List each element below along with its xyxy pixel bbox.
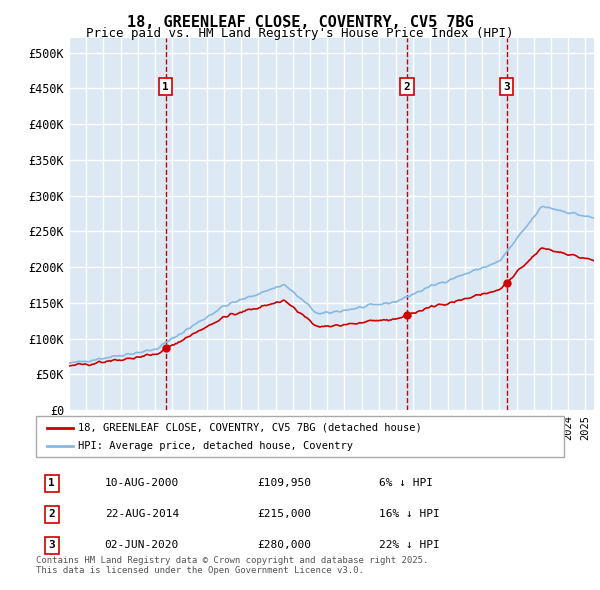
Text: Price paid vs. HM Land Registry's House Price Index (HPI): Price paid vs. HM Land Registry's House … — [86, 27, 514, 40]
Text: 1: 1 — [162, 81, 169, 91]
Text: £109,950: £109,950 — [258, 478, 312, 489]
Text: 1: 1 — [49, 478, 55, 489]
Text: 22-AUG-2014: 22-AUG-2014 — [104, 509, 179, 519]
Text: 10-AUG-2000: 10-AUG-2000 — [104, 478, 179, 489]
Text: 22% ↓ HPI: 22% ↓ HPI — [379, 540, 440, 550]
Text: 2: 2 — [404, 81, 410, 91]
Text: 16% ↓ HPI: 16% ↓ HPI — [379, 509, 440, 519]
FancyBboxPatch shape — [36, 416, 564, 457]
Text: £215,000: £215,000 — [258, 509, 312, 519]
Text: Contains HM Land Registry data © Crown copyright and database right 2025.
This d: Contains HM Land Registry data © Crown c… — [36, 556, 428, 575]
Text: 3: 3 — [503, 81, 510, 91]
Text: 18, GREENLEAF CLOSE, COVENTRY, CV5 7BG (detached house): 18, GREENLEAF CLOSE, COVENTRY, CV5 7BG (… — [78, 422, 422, 432]
Text: £280,000: £280,000 — [258, 540, 312, 550]
Text: 3: 3 — [49, 540, 55, 550]
Text: HPI: Average price, detached house, Coventry: HPI: Average price, detached house, Cove… — [78, 441, 353, 451]
Text: 6% ↓ HPI: 6% ↓ HPI — [379, 478, 433, 489]
Text: 02-JUN-2020: 02-JUN-2020 — [104, 540, 179, 550]
Text: 2: 2 — [49, 509, 55, 519]
Text: 18, GREENLEAF CLOSE, COVENTRY, CV5 7BG: 18, GREENLEAF CLOSE, COVENTRY, CV5 7BG — [127, 15, 473, 30]
